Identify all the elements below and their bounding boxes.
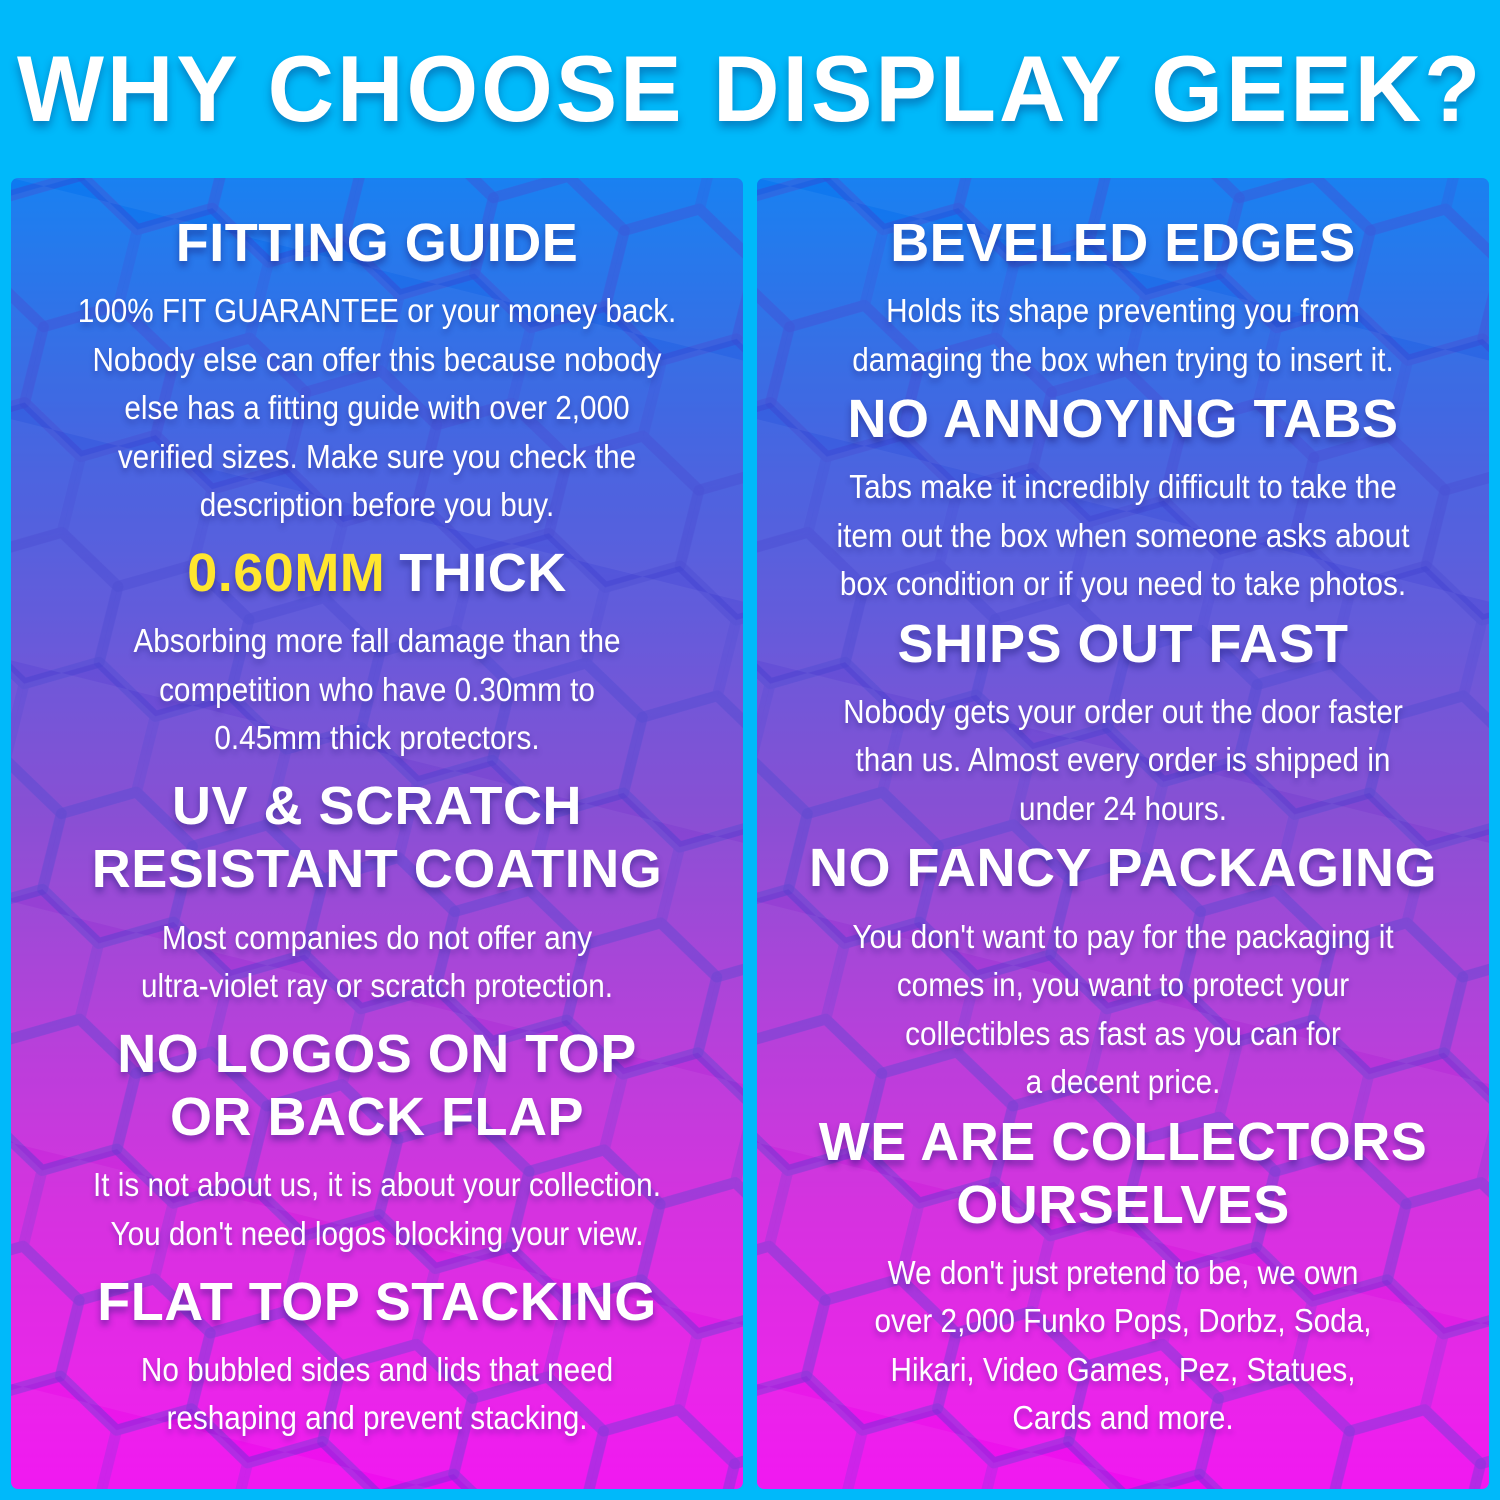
section-body: It is not about us, it is about your col… bbox=[93, 1166, 661, 1252]
header: WHY CHOOSE DISPLAY GEEK? bbox=[0, 0, 1500, 178]
right-panel: BEVELED EDGES Holds its shape preventing… bbox=[757, 178, 1489, 1489]
section-body: You don't want to pay for the packaging … bbox=[852, 917, 1394, 1101]
heading-accent: 0.60MM bbox=[187, 543, 386, 604]
section-body: Absorbing more fall damage than the comp… bbox=[133, 622, 621, 757]
section-beveled-edges: BEVELED EDGES Holds its shape preventing… bbox=[771, 212, 1475, 384]
section-heading: BEVELED EDGES bbox=[890, 213, 1356, 273]
section-body: Tabs make it incredibly difficult to tak… bbox=[836, 468, 1410, 603]
heading-rest: THICK bbox=[399, 543, 567, 604]
section-heading: FITTING GUIDE bbox=[175, 213, 579, 273]
section-heading: NO ANNOYING TABS bbox=[847, 389, 1399, 450]
columns: FITTING GUIDE 100% FIT GUARANTEE or your… bbox=[11, 178, 1489, 1489]
left-panel-content: FITTING GUIDE 100% FIT GUARANTEE or your… bbox=[11, 178, 743, 1489]
section-no-logos: NO LOGOS ON TOP OR BACK FLAP It is not a… bbox=[25, 1023, 729, 1258]
section-heading: WE ARE COLLECTORS OURSELVES bbox=[818, 1111, 1428, 1235]
section-heading: SHIPS OUT FAST bbox=[897, 613, 1349, 674]
section-body: Holds its shape preventing you from dama… bbox=[852, 292, 1394, 378]
section-flat-top: FLAT TOP STACKING No bubbled sides and l… bbox=[25, 1271, 729, 1443]
section-no-packaging: NO FANCY PACKAGING You don't want to pay… bbox=[771, 837, 1475, 1106]
section-body: 100% FIT GUARANTEE or your money back. N… bbox=[77, 292, 677, 524]
section-heading: FLAT TOP STACKING bbox=[97, 1271, 657, 1332]
page-title: WHY CHOOSE DISPLAY GEEK? bbox=[16, 36, 1484, 141]
section-no-tabs: NO ANNOYING TABS Tabs make it incredibly… bbox=[771, 388, 1475, 609]
section-collectors: WE ARE COLLECTORS OURSELVES We don't jus… bbox=[771, 1111, 1475, 1443]
section-heading: 0.60MM THICK bbox=[25, 542, 729, 605]
section-body: We don't just pretend to be, we own over… bbox=[874, 1253, 1372, 1437]
hexagon-pattern bbox=[757, 178, 1489, 1489]
section-body: No bubbled sides and lids that need resh… bbox=[140, 1350, 614, 1437]
section-heading: UV & SCRATCH RESISTANT COATING bbox=[91, 776, 663, 900]
section-ships-fast: SHIPS OUT FAST Nobody gets your order ou… bbox=[771, 613, 1475, 834]
section-uv-coating: UV & SCRATCH RESISTANT COATING Most comp… bbox=[25, 775, 729, 1010]
section-thickness: 0.60MM THICK Absorbing more fall damage t… bbox=[25, 542, 729, 763]
section-heading: NO LOGOS ON TOP OR BACK FLAP bbox=[117, 1024, 637, 1148]
right-panel-content: BEVELED EDGES Holds its shape preventing… bbox=[757, 178, 1489, 1489]
section-body: Nobody gets your order out the door fast… bbox=[843, 692, 1403, 827]
section-fitting-guide: FITTING GUIDE 100% FIT GUARANTEE or your… bbox=[25, 212, 729, 530]
section-heading: NO FANCY PACKAGING bbox=[808, 838, 1438, 899]
section-body: Most companies do not offer any ultra-vi… bbox=[140, 918, 614, 1005]
hexagon-pattern bbox=[11, 178, 743, 1489]
left-panel: FITTING GUIDE 100% FIT GUARANTEE or your… bbox=[11, 178, 743, 1489]
